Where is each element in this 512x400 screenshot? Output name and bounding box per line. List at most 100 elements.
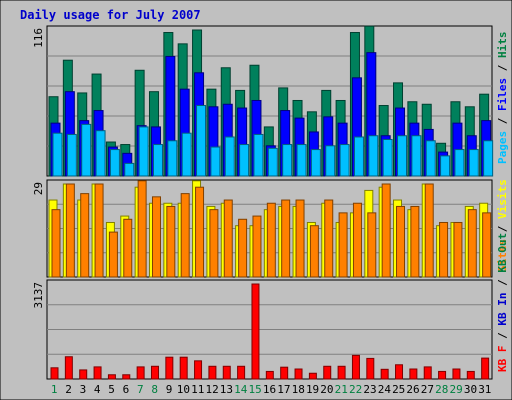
bar-pages-day-4 bbox=[95, 130, 106, 177]
bar-pages-day-23 bbox=[368, 135, 379, 177]
bar-kb-f-day-21 bbox=[337, 365, 346, 380]
bar-pages-day-27 bbox=[425, 140, 436, 177]
x-tick-label: 27 bbox=[421, 383, 434, 396]
bar-kb-f-day-2 bbox=[64, 356, 73, 380]
bar-pages-day-22 bbox=[353, 136, 364, 177]
bar-pages-day-24 bbox=[382, 139, 393, 177]
legend-separator: / bbox=[496, 273, 509, 293]
bar-sites-day-16 bbox=[266, 202, 276, 278]
bar-kb-f-day-9 bbox=[165, 356, 174, 380]
bar-sites-day-30 bbox=[467, 209, 477, 278]
bar-kb-f-day-3 bbox=[79, 369, 88, 380]
bar-sites-day-26 bbox=[410, 205, 420, 278]
x-tick-label: 25 bbox=[392, 383, 405, 396]
x-axis-ticks: 1 2 3 4 5 6 7 8 9 10 11 12 13 14 15 16 17 18 19 20 21 22 23 24 2… bbox=[51, 383, 492, 396]
bar-pages-day-5 bbox=[109, 149, 120, 177]
x-tick-label: 17 bbox=[277, 383, 290, 396]
bar-kb-f-day-13 bbox=[222, 365, 231, 380]
bar-pages-day-25 bbox=[397, 135, 408, 177]
bar-kb-f-day-7 bbox=[136, 366, 145, 380]
bar-sites-day-17 bbox=[281, 199, 291, 278]
bar-sites-day-29 bbox=[453, 221, 463, 278]
bar-pages-day-18 bbox=[296, 144, 307, 177]
bar-sites-day-2 bbox=[65, 183, 75, 278]
kbytes-panel: 3137 KB F / KB In / KB Out bbox=[32, 233, 509, 380]
bar-kb-f-day-17 bbox=[280, 366, 289, 380]
bar-sites-day-9 bbox=[166, 205, 176, 278]
bar-pages-day-3 bbox=[81, 123, 92, 177]
bar-pages-day-6 bbox=[124, 162, 135, 177]
bar-sites-day-22 bbox=[352, 202, 362, 278]
bar-sites-day-3 bbox=[80, 193, 90, 278]
bar-pages-day-15 bbox=[253, 133, 264, 177]
bar-pages-day-11 bbox=[196, 105, 207, 177]
bar-sites-day-24 bbox=[381, 183, 391, 278]
x-tick-label: 22 bbox=[349, 383, 362, 396]
bar-kb-f-day-4 bbox=[93, 366, 102, 380]
bar-kb-f-day-12 bbox=[208, 365, 217, 380]
x-tick-label: 20 bbox=[320, 383, 333, 396]
bar-pages-day-16 bbox=[267, 147, 278, 177]
bar-kb-f-day-30 bbox=[466, 370, 475, 380]
x-tick-label: 11 bbox=[191, 383, 204, 396]
bar-pages-day-21 bbox=[339, 144, 350, 177]
bar-pages-day-19 bbox=[310, 149, 321, 177]
bar-pages-day-8 bbox=[152, 144, 163, 177]
x-tick-label: 19 bbox=[306, 383, 319, 396]
bar-sites-day-10 bbox=[180, 193, 190, 278]
bar-sites-day-12 bbox=[209, 209, 219, 278]
x-tick-label: 5 bbox=[108, 383, 115, 396]
x-tick-label: 2 bbox=[65, 383, 72, 396]
bar-sites-day-15 bbox=[252, 215, 262, 278]
bar-pages-day-26 bbox=[411, 135, 422, 177]
legend-entry: KB F bbox=[496, 346, 509, 373]
legend-entry: Hits bbox=[496, 32, 509, 59]
bar-sites-day-23 bbox=[367, 212, 377, 278]
bar-sites-day-31 bbox=[482, 212, 492, 278]
bar-pages-day-28 bbox=[440, 155, 451, 177]
legend-entry: Sites bbox=[496, 239, 509, 272]
x-tick-label: 7 bbox=[137, 383, 144, 396]
x-tick-label: 15 bbox=[249, 383, 262, 396]
bar-sites-day-27 bbox=[424, 183, 434, 278]
hits-ymax-label: 116 bbox=[32, 28, 45, 48]
kbytes-legend: KB F / KB In / KB Out bbox=[496, 233, 509, 372]
legend-separator: / bbox=[496, 58, 509, 78]
bar-kb-f-day-6 bbox=[122, 374, 131, 380]
bar-kb-f-day-18 bbox=[294, 368, 303, 380]
bar-kb-f-day-22 bbox=[351, 354, 360, 380]
bar-sites-day-6 bbox=[123, 218, 133, 278]
bar-pages-day-29 bbox=[454, 149, 465, 177]
legend-entry: KB Out bbox=[496, 233, 509, 273]
bar-sites-day-20 bbox=[324, 199, 334, 278]
legend-entry: Visits bbox=[496, 179, 509, 219]
bar-kb-f-day-27 bbox=[423, 366, 432, 380]
bar-pages-day-12 bbox=[210, 146, 221, 177]
bar-kb-f-day-23 bbox=[366, 357, 375, 380]
bar-sites-day-28 bbox=[439, 221, 449, 278]
bar-pages-day-17 bbox=[282, 144, 293, 177]
bar-kb-f-day-26 bbox=[409, 368, 418, 380]
bar-pages-day-30 bbox=[468, 149, 479, 177]
x-tick-label: 21 bbox=[335, 383, 348, 396]
bar-kb-f-day-19 bbox=[308, 372, 317, 380]
bar-sites-day-1 bbox=[51, 209, 61, 278]
x-tick-label: 9 bbox=[166, 383, 173, 396]
x-tick-label: 31 bbox=[478, 383, 491, 396]
bar-pages-day-31 bbox=[483, 140, 494, 177]
bar-kb-f-day-28 bbox=[438, 370, 447, 380]
legend-entry: KB In bbox=[496, 293, 509, 326]
x-tick-label: 26 bbox=[406, 383, 419, 396]
bar-sites-day-14 bbox=[238, 218, 248, 278]
x-tick-label: 1 bbox=[51, 383, 58, 396]
bar-kb-f-day-11 bbox=[194, 360, 203, 380]
x-tick-label: 8 bbox=[151, 383, 158, 396]
chart-title: Daily usage for July 2007 bbox=[20, 8, 201, 22]
bar-kb-f-day-16 bbox=[265, 370, 274, 380]
hits-legend: Pages / Files / Hits bbox=[496, 32, 509, 165]
bar-kb-f-day-24 bbox=[380, 368, 389, 380]
x-tick-label: 13 bbox=[220, 383, 233, 396]
x-tick-label: 4 bbox=[94, 383, 101, 396]
bar-pages-day-2 bbox=[66, 133, 77, 177]
